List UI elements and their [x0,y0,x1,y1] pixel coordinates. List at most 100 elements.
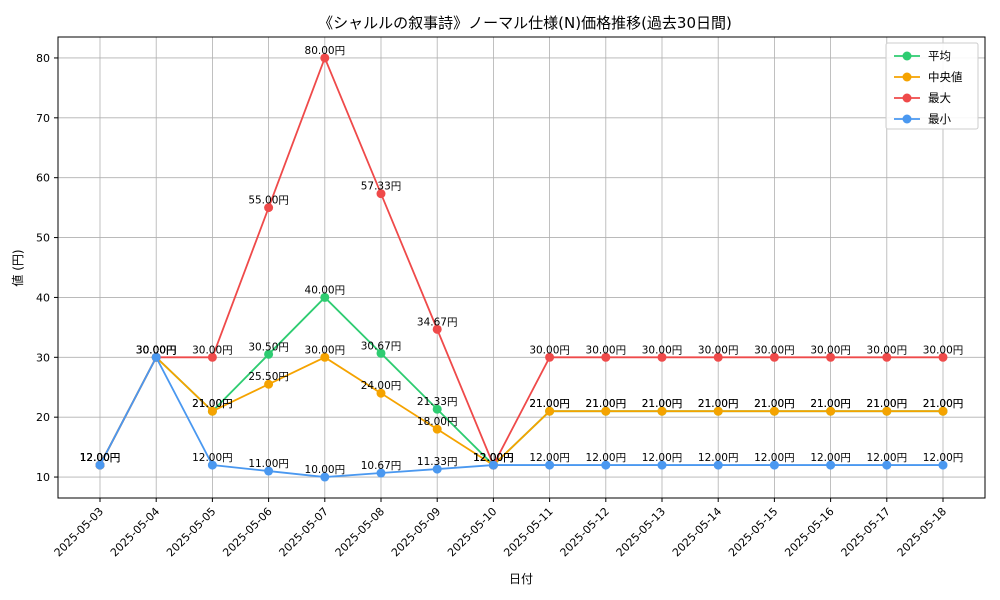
series-line [99,55,943,468]
data-label: 21.00円 [923,398,964,410]
data-point [769,352,779,362]
data-point [207,352,217,362]
series-2 [95,53,948,470]
data-label: 21.00円 [192,398,233,410]
data-point [320,292,330,302]
data-label: 25.50円 [248,371,289,383]
data-point [601,406,611,416]
data-label: 21.00円 [698,398,739,410]
data-point [376,189,386,199]
x-tick-label: 2025-05-12 [558,505,612,559]
data-label: 30.00円 [810,344,851,356]
data-point [601,460,611,470]
y-tick-label: 30 [36,351,50,364]
x-tick-label: 2025-05-04 [108,505,162,559]
y-tick-label: 10 [36,471,50,484]
data-point [376,388,386,398]
data-label: 21.00円 [529,398,570,410]
data-point [657,406,667,416]
data-label: 30.00円 [136,344,177,356]
legend-item: 中央値 [894,70,963,84]
data-label: 55.00円 [248,195,289,207]
data-point [432,404,442,414]
data-label: 12.00円 [529,452,570,464]
data-point [264,379,274,389]
data-point [882,352,892,362]
data-label: 12.00円 [867,452,908,464]
data-point [320,352,330,362]
data-labels-layer: 12.00円 30.00円 21.00円 30.50円 40.00円 30.67円 21.3… [80,45,964,476]
data-label: 21.00円 [529,398,570,410]
data-label: 11.00円 [248,458,289,470]
x-tick-label: 2025-05-18 [895,505,949,559]
data-label: 12.00円 [80,452,121,464]
legend-marker [902,93,912,103]
legend-marker [902,114,912,124]
data-label: 21.00円 [810,398,851,410]
data-label: 30.00円 [698,344,739,356]
data-label: 18.00円 [417,416,458,428]
legend-box [885,42,979,130]
data-label: 30.00円 [642,344,683,356]
data-point [207,460,217,470]
data-label: 24.00円 [361,380,402,392]
data-point [432,324,442,334]
legend-label: 平均 [928,49,951,63]
data-point [601,352,611,362]
x-tick-label: 2025-05-15 [726,505,780,559]
y-tick-label: 50 [36,232,50,245]
data-point [938,460,948,470]
x-tick-label: 2025-05-13 [614,505,668,559]
data-point [95,460,105,470]
data-point [882,460,892,470]
data-label: 21.00円 [810,398,851,410]
data-label: 34.67円 [417,316,458,328]
data-label: 12.00円 [473,452,514,464]
data-point [657,460,667,470]
data-point [826,406,836,416]
data-label: 57.33円 [361,181,402,193]
data-label: 21.00円 [698,398,739,410]
data-label: 30.00円 [754,344,795,356]
legend-label: 中央値 [928,70,963,84]
x-tick-label: 2025-05-08 [333,505,387,559]
data-point [769,406,779,416]
data-point [545,406,555,416]
data-label: 12.00円 [923,452,964,464]
y-tick-label: 80 [36,52,50,65]
data-label: 10.67円 [361,460,402,472]
data-label: 30.00円 [136,344,177,356]
data-point [545,352,555,362]
data-point [432,464,442,474]
data-label: 12.00円 [192,452,233,464]
x-tick-label: 2025-05-17 [839,505,893,559]
data-point [713,352,723,362]
data-label: 30.00円 [867,344,908,356]
data-label: 12.00円 [698,452,739,464]
data-label: 21.33円 [417,396,458,408]
data-label: 21.00円 [867,398,908,410]
y-tick-label: 70 [36,112,50,125]
data-point [264,203,274,213]
data-point [320,472,330,482]
data-label: 10.00円 [305,464,346,476]
data-label: 30.67円 [361,340,402,352]
x-tick-label: 2025-05-09 [389,505,443,559]
data-point [488,460,498,470]
data-point [376,468,386,478]
x-tick-label: 2025-05-16 [782,505,836,559]
x-tick-label: 2025-05-03 [52,505,106,559]
data-point [769,460,779,470]
data-label: 21.00円 [867,398,908,410]
legend-item: 平均 [894,49,951,63]
x-axis-title: 日付 [509,572,533,586]
data-point [207,406,217,416]
x-tick-label: 2025-05-07 [277,505,331,559]
legend-label: 最小 [928,112,951,126]
x-tick-label: 2025-05-11 [501,505,555,559]
data-point [826,460,836,470]
data-label: 21.00円 [754,398,795,410]
data-label: 80.00円 [305,45,346,57]
data-label: 21.00円 [642,398,683,410]
